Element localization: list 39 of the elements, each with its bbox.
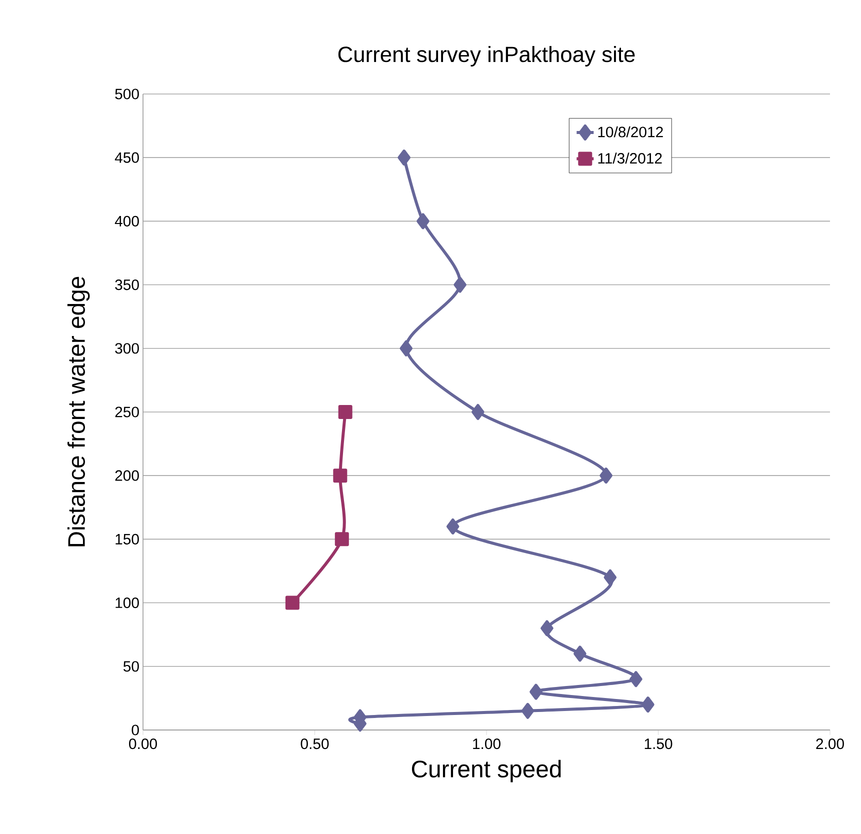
point <box>600 468 612 484</box>
y-tick-label: 100 <box>116 597 139 608</box>
point <box>285 596 300 610</box>
point <box>521 702 534 719</box>
x-tick-label: 0.50 <box>300 738 329 750</box>
y-tick-label: 50 <box>123 661 139 672</box>
legend-label: 11/3/2012 <box>598 152 662 164</box>
y-tick-label: 500 <box>115 88 139 100</box>
point <box>574 646 586 662</box>
x-axis-title: Current speed <box>412 760 561 782</box>
point <box>454 276 466 293</box>
x-tick-label: 1.00 <box>473 738 500 750</box>
point <box>400 340 413 356</box>
y-tick-label: 0 <box>132 724 139 736</box>
point <box>604 569 617 586</box>
y-tick-label: 450 <box>114 152 139 163</box>
y-tick-label: 150 <box>116 534 139 544</box>
point <box>472 404 484 420</box>
x-tick-label: 1.50 <box>644 738 672 750</box>
point <box>540 620 554 636</box>
point <box>416 213 430 230</box>
point <box>333 468 348 483</box>
x-tick-label: 0.00 <box>129 738 157 750</box>
y-axis-title: Distance front water edge <box>67 276 90 546</box>
point <box>446 518 460 534</box>
point <box>398 150 410 166</box>
legend-label: 10/8/2012 <box>598 126 663 138</box>
x-tick-label: 2.00 <box>816 738 844 750</box>
chart-title: Current survey inPakthoay site <box>338 46 635 66</box>
y-tick-label: 200 <box>115 470 139 481</box>
y-tick-label: 250 <box>115 406 139 418</box>
point <box>338 404 352 419</box>
point <box>530 684 542 700</box>
point <box>630 671 642 688</box>
y-tick-label: 300 <box>115 343 139 354</box>
point <box>334 532 349 546</box>
y-tick-label: 350 <box>115 279 139 290</box>
point <box>642 696 654 713</box>
y-tick-label: 400 <box>114 216 139 226</box>
